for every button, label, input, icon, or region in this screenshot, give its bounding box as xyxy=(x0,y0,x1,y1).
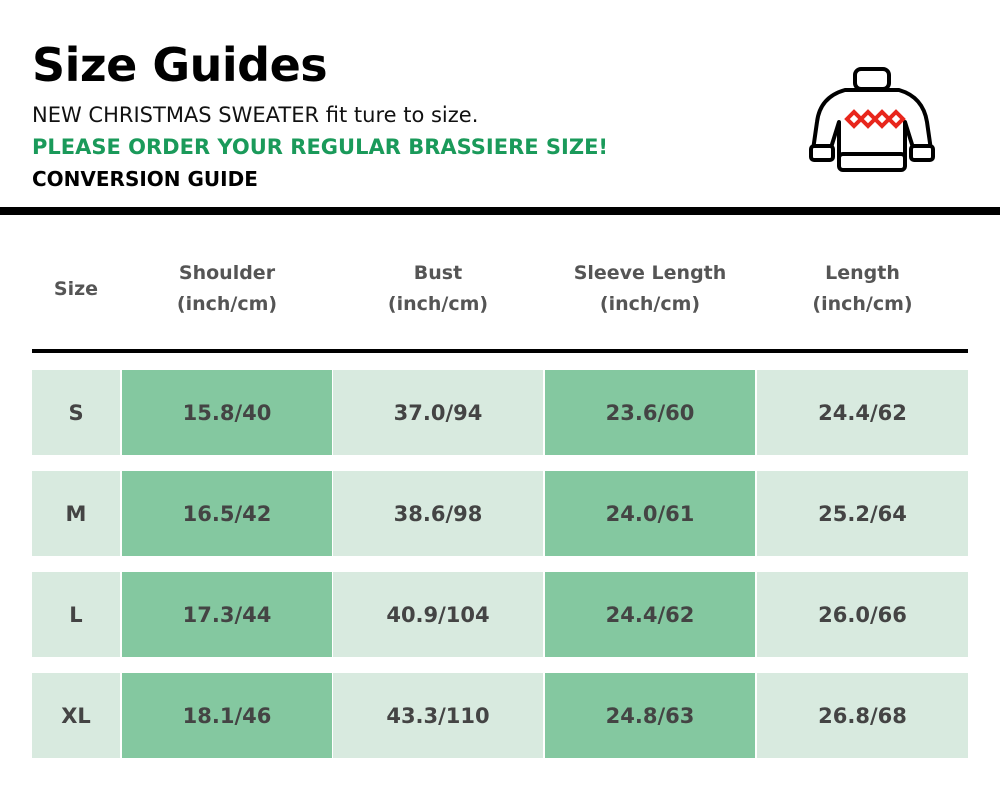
table-cell: 43.3/110 xyxy=(333,673,543,758)
column-header: Shoulder (inch/cm) xyxy=(122,258,332,320)
header-text: (inch/cm) xyxy=(176,293,278,315)
header-divider xyxy=(32,349,968,353)
table-cell: 23.6/60 xyxy=(545,370,755,455)
header-text: (inch/cm) xyxy=(812,293,913,315)
header-text: Size xyxy=(53,278,99,300)
table-cell: 17.3/44 xyxy=(122,572,332,657)
size-label: M xyxy=(32,471,120,556)
header-text: Sleeve Length xyxy=(573,262,727,284)
column-header: Bust (inch/cm) xyxy=(333,258,543,320)
table-cell: 40.9/104 xyxy=(333,572,543,657)
table-cell: 26.8/68 xyxy=(757,673,968,758)
size-label: S xyxy=(32,370,120,455)
page-title: Size Guides xyxy=(32,38,328,92)
size-label: XL xyxy=(32,673,120,758)
table-cell: 18.1/46 xyxy=(122,673,332,758)
size-label: L xyxy=(32,572,120,657)
table-cell: 26.0/66 xyxy=(757,572,968,657)
subtitle: NEW CHRISTMAS SWEATER fit ture to size. xyxy=(32,103,479,127)
table-cell: 38.6/98 xyxy=(333,471,543,556)
notice: PLEASE ORDER YOUR REGULAR BRASSIERE SIZE… xyxy=(32,135,609,159)
table-cell: 16.5/42 xyxy=(122,471,332,556)
table-cell: 25.2/64 xyxy=(757,471,968,556)
column-header: Sleeve Length (inch/cm) xyxy=(545,258,755,320)
conversion-heading: CONVERSION GUIDE xyxy=(32,167,258,191)
table-cell: 24.8/63 xyxy=(545,673,755,758)
table-cell: 24.0/61 xyxy=(545,471,755,556)
column-header: Length (inch/cm) xyxy=(757,258,968,320)
table-cell: 15.8/40 xyxy=(122,370,332,455)
header-text: Shoulder xyxy=(178,262,276,284)
header-text: (inch/cm) xyxy=(387,293,489,315)
divider xyxy=(0,207,1000,215)
table-cell: 24.4/62 xyxy=(757,370,968,455)
header-text: Bust xyxy=(413,262,463,284)
header-text: Length xyxy=(825,262,900,284)
table-cell: 37.0/94 xyxy=(333,370,543,455)
column-header: Size xyxy=(32,274,120,305)
sweater-icon xyxy=(809,67,935,172)
table-cell: 24.4/62 xyxy=(545,572,755,657)
header-text: (inch/cm) xyxy=(599,293,701,315)
